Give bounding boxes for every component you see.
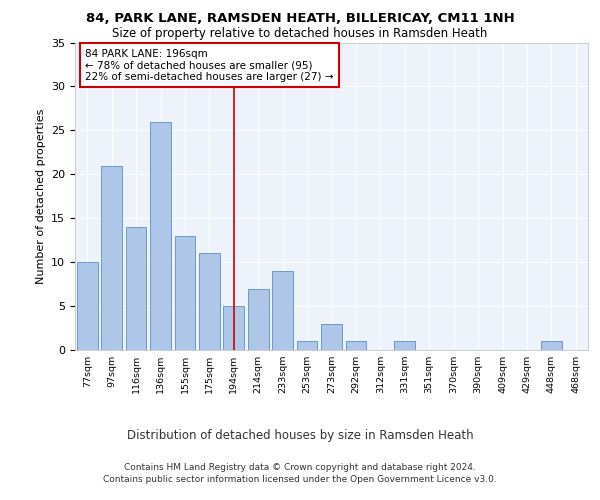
Bar	[175, 236, 196, 350]
Text: Size of property relative to detached houses in Ramsden Heath: Size of property relative to detached ho…	[112, 28, 488, 40]
Bar	[223, 306, 244, 350]
Bar	[248, 288, 269, 350]
Bar	[272, 271, 293, 350]
Bar	[199, 254, 220, 350]
Text: Distribution of detached houses by size in Ramsden Heath: Distribution of detached houses by size …	[127, 430, 473, 442]
Bar	[346, 341, 367, 350]
Text: Contains HM Land Registry data © Crown copyright and database right 2024.: Contains HM Land Registry data © Crown c…	[124, 464, 476, 472]
Bar	[125, 227, 146, 350]
Bar	[394, 341, 415, 350]
Text: Contains public sector information licensed under the Open Government Licence v3: Contains public sector information licen…	[103, 475, 497, 484]
Bar	[77, 262, 98, 350]
Text: 84 PARK LANE: 196sqm
← 78% of detached houses are smaller (95)
22% of semi-detac: 84 PARK LANE: 196sqm ← 78% of detached h…	[85, 48, 334, 82]
Bar	[101, 166, 122, 350]
Y-axis label: Number of detached properties: Number of detached properties	[35, 108, 46, 284]
Bar	[150, 122, 171, 350]
Bar	[296, 341, 317, 350]
Text: 84, PARK LANE, RAMSDEN HEATH, BILLERICAY, CM11 1NH: 84, PARK LANE, RAMSDEN HEATH, BILLERICAY…	[86, 12, 514, 26]
Bar	[321, 324, 342, 350]
Bar	[541, 341, 562, 350]
